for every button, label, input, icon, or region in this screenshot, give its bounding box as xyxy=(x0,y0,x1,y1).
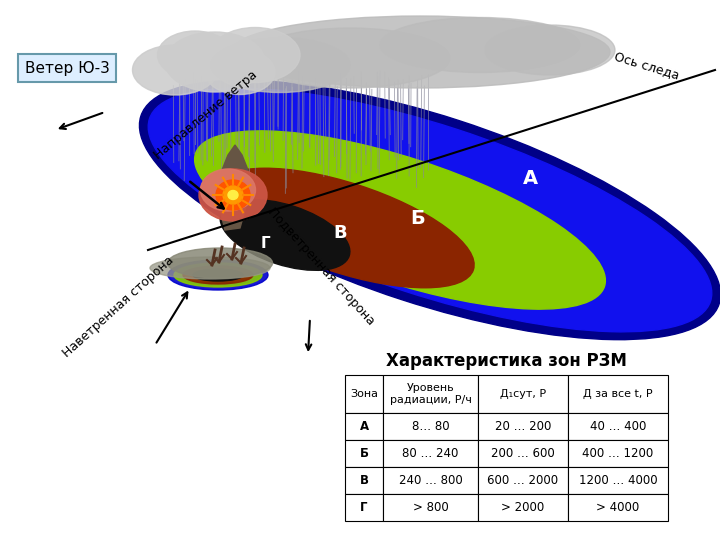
Ellipse shape xyxy=(228,191,238,199)
Text: 80 … 240: 80 … 240 xyxy=(402,447,459,460)
Text: > 800: > 800 xyxy=(413,501,449,514)
Ellipse shape xyxy=(158,31,233,79)
Bar xyxy=(345,375,383,413)
Bar xyxy=(478,440,568,467)
Ellipse shape xyxy=(216,168,474,288)
Text: В: В xyxy=(333,224,347,242)
Ellipse shape xyxy=(205,50,275,94)
Bar xyxy=(383,467,478,494)
Ellipse shape xyxy=(380,17,580,72)
Bar xyxy=(383,494,478,521)
Ellipse shape xyxy=(148,88,712,332)
Ellipse shape xyxy=(223,186,243,204)
Bar xyxy=(478,494,568,521)
Ellipse shape xyxy=(165,32,265,92)
Text: 240 … 800: 240 … 800 xyxy=(399,474,462,487)
Ellipse shape xyxy=(230,16,610,88)
Ellipse shape xyxy=(140,80,720,340)
Ellipse shape xyxy=(485,25,615,75)
Text: 40 … 400: 40 … 400 xyxy=(590,420,646,433)
Bar xyxy=(568,375,668,413)
Ellipse shape xyxy=(132,45,217,95)
Text: Б: Б xyxy=(359,447,369,460)
Ellipse shape xyxy=(216,180,250,210)
Ellipse shape xyxy=(168,248,272,278)
Text: > 4000: > 4000 xyxy=(596,501,639,514)
Ellipse shape xyxy=(199,169,267,221)
Text: Уровень
радиации, Р/ч: Уровень радиации, Р/ч xyxy=(390,383,472,405)
Bar xyxy=(383,413,478,440)
Bar xyxy=(568,413,668,440)
Text: Г: Г xyxy=(260,235,270,251)
Text: Зона: Зона xyxy=(350,389,378,399)
Bar xyxy=(568,467,668,494)
Text: Подветренная сторона: Подветренная сторона xyxy=(265,206,377,328)
Text: Д за все t, Р: Д за все t, Р xyxy=(583,389,653,399)
Ellipse shape xyxy=(168,260,268,290)
Bar xyxy=(345,467,383,494)
Text: В: В xyxy=(359,474,369,487)
Text: Направление ветра: Направление ветра xyxy=(152,68,260,162)
Text: Ось следа: Ось следа xyxy=(613,50,681,82)
Text: Ветер Ю-3: Ветер Ю-3 xyxy=(24,60,109,76)
Text: 400 … 1200: 400 … 1200 xyxy=(582,447,654,460)
Text: Б: Б xyxy=(410,208,426,227)
Ellipse shape xyxy=(194,131,606,309)
Text: Характеристика зон РЗМ: Характеристика зон РЗМ xyxy=(386,352,627,370)
Bar xyxy=(383,440,478,467)
Text: 200 … 600: 200 … 600 xyxy=(491,447,555,460)
Text: Наветренная сторона: Наветренная сторона xyxy=(60,254,176,360)
Bar xyxy=(478,413,568,440)
Text: Д₁сут, Р: Д₁сут, Р xyxy=(500,389,546,399)
Bar xyxy=(568,440,668,467)
Text: 600 … 2000: 600 … 2000 xyxy=(487,474,559,487)
Text: А: А xyxy=(523,168,538,187)
Text: > 2000: > 2000 xyxy=(501,501,544,514)
Ellipse shape xyxy=(150,257,270,279)
Text: 20 … 200: 20 … 200 xyxy=(495,420,552,433)
Ellipse shape xyxy=(210,28,300,83)
Bar xyxy=(345,440,383,467)
Ellipse shape xyxy=(250,28,450,88)
Ellipse shape xyxy=(193,269,243,281)
Bar xyxy=(345,413,383,440)
Bar xyxy=(345,494,383,521)
Polygon shape xyxy=(218,145,250,230)
Bar xyxy=(478,375,568,413)
Bar xyxy=(568,494,668,521)
Text: 1200 … 4000: 1200 … 4000 xyxy=(579,474,657,487)
Ellipse shape xyxy=(174,263,262,287)
Text: Г: Г xyxy=(360,501,368,514)
Ellipse shape xyxy=(210,37,350,92)
Ellipse shape xyxy=(200,169,256,211)
Text: 8… 80: 8… 80 xyxy=(412,420,449,433)
Text: А: А xyxy=(359,420,369,433)
Ellipse shape xyxy=(220,200,350,271)
Bar xyxy=(478,467,568,494)
Bar xyxy=(383,375,478,413)
Ellipse shape xyxy=(183,266,253,284)
